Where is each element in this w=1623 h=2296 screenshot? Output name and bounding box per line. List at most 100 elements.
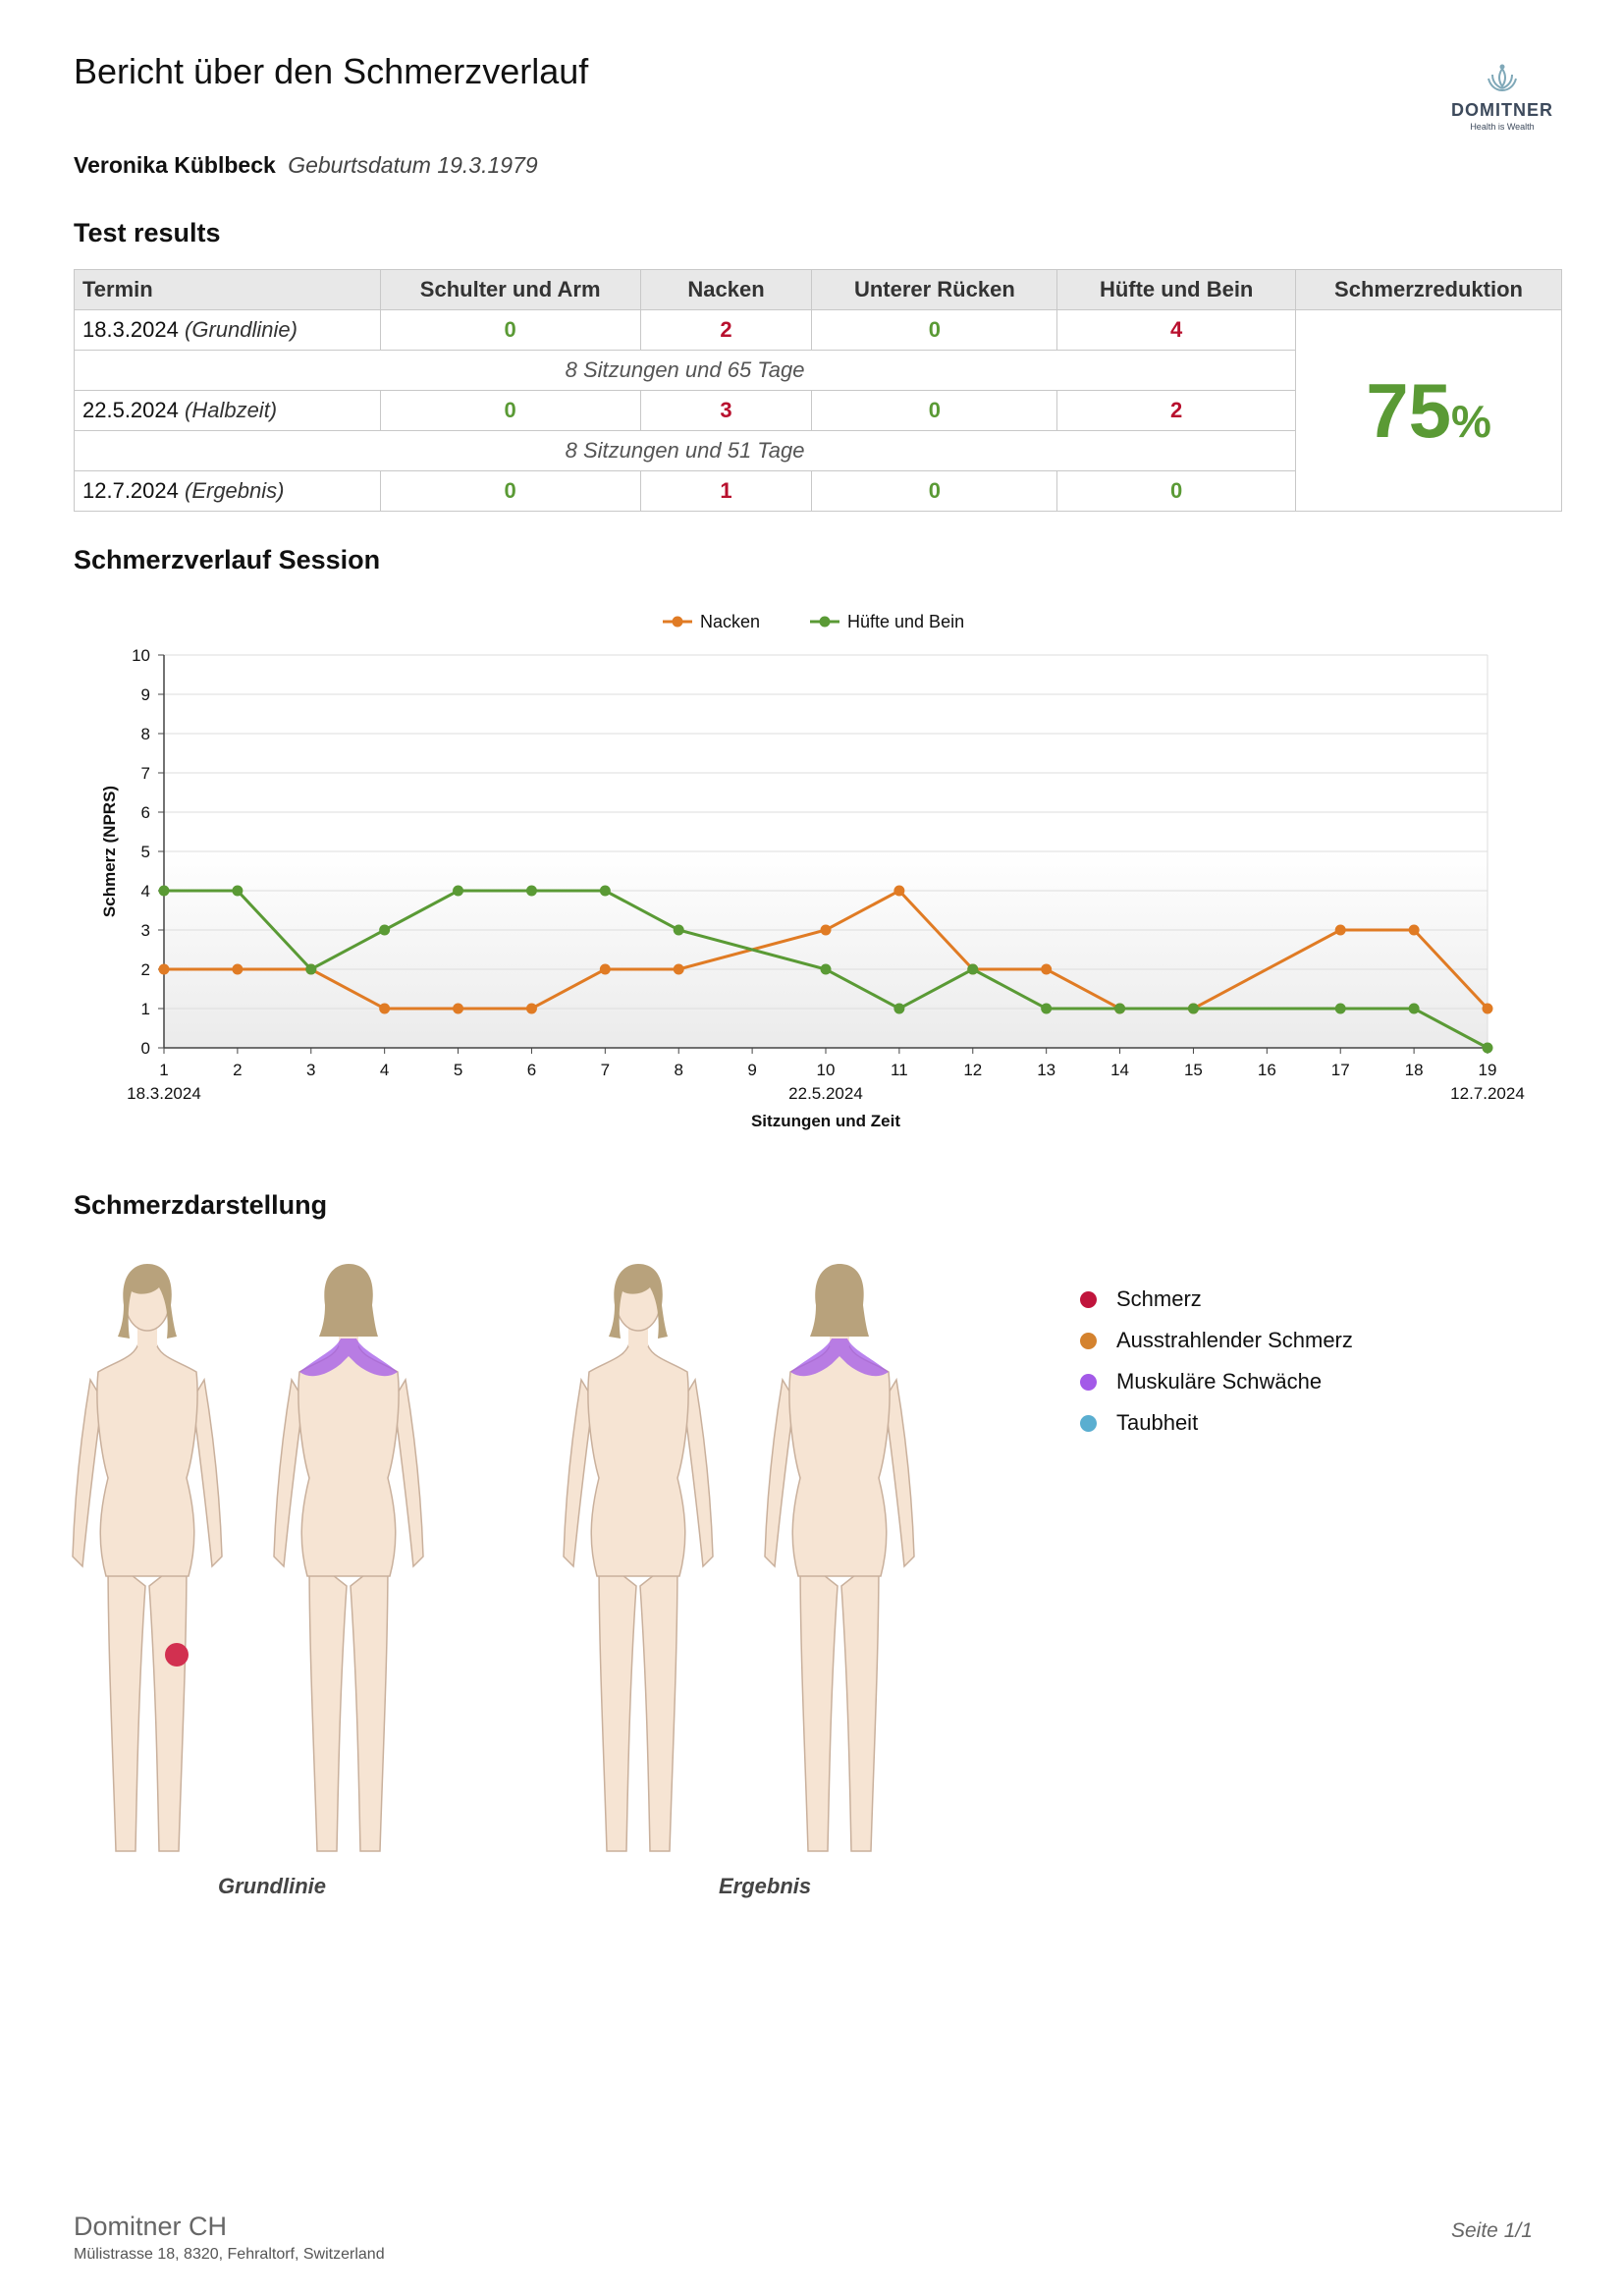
data-point: [820, 924, 832, 936]
data-point: [158, 885, 170, 897]
data-point: [967, 963, 979, 975]
figure-label-baseline: Grundlinie: [218, 1874, 326, 1898]
appointment-label: (Ergebnis): [185, 478, 285, 503]
score-cell: 0: [379, 309, 641, 351]
y-tick-label: 3: [141, 921, 150, 940]
page-number: Seite 1/1: [1451, 2219, 1533, 2242]
x-date-label: 22.5.2024: [788, 1084, 863, 1103]
x-date-label: 18.3.2024: [127, 1084, 201, 1103]
y-tick-label: 4: [141, 882, 150, 901]
appointment-date: 12.7.2024: [82, 478, 179, 503]
appointment-label: (Grundlinie): [185, 317, 298, 342]
chart-plot-background: [164, 851, 1488, 1048]
appointment-date: 22.5.2024: [82, 398, 179, 422]
legend-label: Taubheit: [1116, 1410, 1199, 1435]
y-tick-label: 6: [141, 803, 150, 822]
x-tick-label: 4: [380, 1061, 389, 1079]
results-section-title: Test results: [74, 218, 221, 247]
x-tick-label: 13: [1037, 1061, 1055, 1079]
y-tick-label: 10: [132, 646, 150, 665]
session-gap: 8 Sitzungen und 65 Tage: [73, 350, 1297, 391]
dot-icon: [1080, 1373, 1097, 1391]
session-gap: 8 Sitzungen und 51 Tage: [73, 430, 1297, 471]
x-tick-label: 10: [817, 1061, 836, 1079]
table-gap-row: 8 Sitzungen und 65 Tage: [73, 350, 1562, 391]
logo-name: DOMITNER: [1451, 100, 1553, 120]
appointment-cell: 18.3.2024 (Grundlinie): [74, 309, 381, 351]
data-point: [599, 963, 611, 975]
weakness-marker: [299, 1339, 398, 1377]
y-tick-label: 9: [141, 685, 150, 704]
body-back-result: [764, 1264, 915, 1852]
y-tick-label: 2: [141, 960, 150, 979]
score-cell: 1: [639, 470, 813, 512]
data-point: [599, 885, 611, 897]
data-point: [1187, 1003, 1199, 1014]
column-header: Schulter und Arm: [379, 269, 641, 310]
pain-chart: 0 1 2 3 4 5 6 7 8 9 10 1 2 3 4 5 6 7 8 9 10 11 12 13 14 15 16 17 18 1…: [74, 594, 1586, 1144]
pain-reduction-cell: 75%: [1295, 309, 1562, 512]
data-point: [232, 885, 243, 897]
x-date-label: 12.7.2024: [1450, 1084, 1525, 1103]
appointment-cell: 12.7.2024 (Ergebnis): [74, 470, 381, 512]
data-point: [673, 963, 684, 975]
y-tick-label: 5: [141, 843, 150, 861]
appointment-label: (Halbzeit): [185, 398, 278, 422]
legend-item: Taubheit: [1080, 1402, 1353, 1444]
data-point: [158, 963, 170, 975]
x-tick-label: 5: [454, 1061, 462, 1079]
patient-info: Veronika Küblbeck Geburtsdatum 19.3.1979: [74, 152, 538, 179]
table-row: 18.3.2024 (Grundlinie) 0 2 0 4 75%: [74, 309, 1562, 512]
table-header-row: Termin Schulter und Arm Nacken Unterer R…: [74, 269, 1562, 310]
legend-series-name: Hüfte und Bein: [847, 612, 964, 631]
data-point: [525, 885, 537, 897]
appointment-date: 18.3.2024: [82, 317, 179, 342]
data-point: [1482, 1042, 1493, 1054]
table-row: 22.5.2024 (Halbzeit) 0 3 0 2: [74, 390, 1562, 431]
x-tick-label: 8: [674, 1061, 682, 1079]
x-tick-label: 3: [306, 1061, 315, 1079]
company-logo: DOMITNER Health is Wealth: [1443, 63, 1561, 132]
column-header: Unterer Rücken: [811, 269, 1058, 310]
chart-section-title: Schmerzverlauf Session: [74, 545, 381, 574]
appointment-cell: 22.5.2024 (Halbzeit): [74, 390, 381, 431]
pain-marker: [165, 1643, 189, 1667]
pain-reduction-unit: %: [1450, 395, 1491, 447]
score-cell: 4: [1056, 309, 1297, 351]
data-point: [1041, 1003, 1053, 1014]
data-point: [305, 963, 317, 975]
score-cell: 0: [379, 390, 641, 431]
column-header: Nacken: [639, 269, 813, 310]
weakness-marker: [790, 1339, 889, 1377]
data-point: [893, 1003, 905, 1014]
y-tick-label: 0: [141, 1039, 150, 1058]
page-title: Bericht über den Schmerzverlauf: [74, 51, 589, 91]
x-tick-label: 19: [1479, 1061, 1497, 1079]
data-point: [1482, 1003, 1493, 1014]
table-row: 12.7.2024 (Ergebnis) 0 1 0 0: [74, 470, 1562, 512]
data-point: [453, 885, 464, 897]
score-cell: 0: [811, 390, 1058, 431]
data-point: [453, 1003, 464, 1014]
data-point: [1041, 963, 1053, 975]
body-front-baseline: [72, 1264, 223, 1852]
x-tick-label: 2: [233, 1061, 242, 1079]
x-tick-label: 11: [891, 1061, 908, 1079]
x-tick-label: 9: [747, 1061, 756, 1079]
x-tick-label: 16: [1258, 1061, 1276, 1079]
legend-label: Ausstrahlender Schmerz: [1116, 1328, 1353, 1352]
body-section-title: Schmerzdarstellung: [74, 1190, 328, 1220]
legend-item: Schmerz: [1080, 1279, 1353, 1320]
data-point: [1408, 924, 1420, 936]
y-axis-label: Schmerz (NPRS): [100, 786, 119, 917]
data-point: [379, 924, 391, 936]
body-back-baseline: [273, 1264, 424, 1852]
score-cell: 0: [379, 470, 641, 512]
symptom-legend: Schmerz Ausstrahlender Schmerz Muskuläre…: [1080, 1279, 1353, 1444]
footer-company: Domitner CH: [74, 2212, 228, 2241]
x-tick-label: 17: [1331, 1061, 1350, 1079]
data-point: [232, 963, 243, 975]
x-tick-label: 6: [527, 1061, 536, 1079]
figure-label-result: Ergebnis: [719, 1874, 812, 1898]
